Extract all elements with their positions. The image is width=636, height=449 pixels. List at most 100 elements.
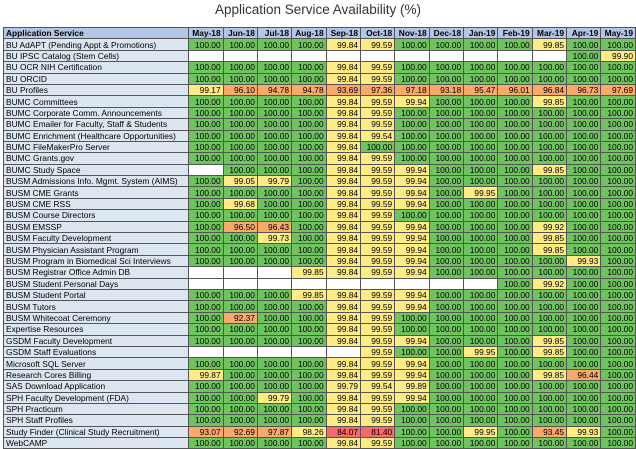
service-name-cell: Expertise Resources [2,323,190,336]
availability-cell: 100.00 [531,357,568,370]
service-name-cell: BUMC Study Space [2,163,190,177]
availability-cell: 100.00 [291,380,327,393]
header-month: May-19 [600,26,636,40]
availability-cell: 100.00 [566,163,602,177]
availability-cell: 100.00 [566,49,602,63]
availability-cell: 100.00 [600,288,636,302]
availability-cell: 100.00 [188,72,224,85]
availability-cell [394,277,430,291]
availability-cell: 100.00 [531,323,568,336]
availability-cell: 100.00 [566,266,602,279]
availability-cell: 100.00 [291,186,327,199]
header-month: Jan-19 [463,26,499,40]
availability-cell: 100.00 [291,243,327,256]
availability-cell: 100.00 [531,118,568,131]
availability-cell: 99.59 [360,197,396,211]
availability-cell: 100.00 [188,129,224,142]
table-row: BUSM CME Grants 100.00 100.00 100.00 100.00 9… [2,186,636,199]
availability-cell: 99.84 [325,129,362,142]
table-row: BUMC Grants.gov 100.00 100.00 100.00 100.00 9… [2,152,636,165]
availability-cell: 100.00 [463,38,499,51]
availability-cell: 100.00 [428,186,465,199]
availability-cell [428,277,465,291]
availability-cell: 100.00 [600,186,636,199]
table-row: BU AdAPT (Pending Appt & Promotions) 100.… [2,38,636,51]
availability-cell: 96.43 [256,220,293,234]
availability-cell: 100.00 [291,311,327,325]
availability-cell: 100.00 [428,163,465,177]
availability-cell: 100.00 [428,380,465,393]
availability-cell: 100.00 [428,300,465,313]
availability-cell: 99.84 [325,163,362,177]
availability-cell: 100.00 [566,38,602,51]
availability-cell: 100.00 [600,129,636,142]
availability-cell: 100.00 [463,402,499,416]
table-row: BUSM Student Portal 100.00 100.00 100.00 99.… [2,288,636,302]
availability-cell: 100.00 [428,402,465,416]
availability-cell: 100.00 [497,254,533,268]
availability-cell: 99.59 [360,414,396,427]
availability-cell: 100.00 [291,334,327,347]
availability-cell [291,49,327,63]
availability-cell: 100.00 [188,300,224,313]
availability-cell: 100.00 [394,437,430,449]
availability-cell: 100.00 [531,140,568,154]
availability-cell: 100.00 [256,254,293,268]
availability-cell [222,345,258,359]
availability-cell: 96.84 [531,83,568,97]
availability-cell: 100.00 [600,300,636,313]
availability-cell: 99.79 [256,175,293,188]
availability-cell: 100.00 [188,311,224,325]
header-month: Jul-18 [256,26,293,40]
availability-cell: 100.00 [566,311,602,325]
availability-cell: 100.00 [531,254,568,268]
table-row: GSDM Faculty Development 100.00 100.00 100.… [2,334,636,347]
availability-cell: 100.00 [463,152,499,165]
availability-cell: 92.69 [222,425,258,439]
availability-cell: 100.00 [463,72,499,85]
availability-cell: 99.59 [360,186,396,199]
availability-cell: 100.00 [394,106,430,120]
availability-cell: 100.00 [222,118,258,131]
availability-cell: 99.84 [325,437,362,449]
availability-cell: 99.59 [360,118,396,131]
availability-cell [360,277,396,291]
availability-cell: 100.00 [566,391,602,404]
availability-cell: 99.84 [325,243,362,256]
availability-cell: 100.00 [222,38,258,51]
availability-cell: 100.00 [463,61,499,74]
availability-cell [463,277,499,291]
availability-cell: 100.00 [428,220,465,234]
availability-cell: 100.00 [291,106,327,120]
availability-cell: 100.00 [566,220,602,234]
availability-cell: 100.00 [291,129,327,142]
service-name-cell: BUSM Course Directors [2,209,190,222]
availability-cell: 99.05 [222,175,258,188]
availability-cell: 100.00 [394,152,430,165]
availability-cell: 98.26 [291,425,327,439]
table-row: BUMC FileMakerPro Server 100.00 100.00 100.… [2,140,636,154]
table-row: BUMC Corporate Comm. Announcements 100.00… [2,106,636,120]
availability-cell: 99.84 [325,72,362,85]
availability-cell: 100.00 [463,209,499,222]
availability-cell: 99.59 [360,391,396,404]
availability-cell: 99.85 [531,95,568,108]
availability-cell: 100.00 [188,106,224,120]
availability-cell: 99.84 [325,152,362,165]
service-name-cell: BU AdAPT (Pending Appt & Promotions) [2,38,190,51]
availability-cell: 100.00 [566,95,602,108]
availability-cell: 100.00 [463,232,499,245]
table-row: BUSM Faculty Development 100.00 100.00 99.7… [2,232,636,245]
availability-cell: 100.00 [497,220,533,234]
availability-cell: 100.00 [428,243,465,256]
availability-cell: 100.00 [394,402,430,416]
header-row: Application Service May-18 Jun-18 Jul-18 Aug… [2,26,636,40]
availability-cell: 93.07 [188,425,224,439]
availability-cell: 100.00 [188,288,224,302]
availability-cell: 100.00 [497,357,533,370]
availability-cell: 96.01 [497,83,533,97]
service-name-cell: BUMC Corporate Comm. Announcements [2,106,190,120]
service-name-cell: BUSM Tutors [2,300,190,313]
availability-cell: 100.00 [256,357,293,370]
service-name-cell: SPH Staff Profiles [2,414,190,427]
